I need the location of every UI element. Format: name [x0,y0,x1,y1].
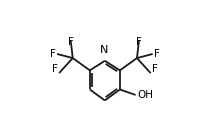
Text: F: F [50,49,56,59]
Text: F: F [68,37,74,47]
Text: F: F [154,49,160,59]
Text: N: N [100,45,108,55]
Text: F: F [152,64,158,75]
Text: OH: OH [138,90,154,100]
Text: F: F [136,37,142,47]
Text: F: F [52,64,58,75]
